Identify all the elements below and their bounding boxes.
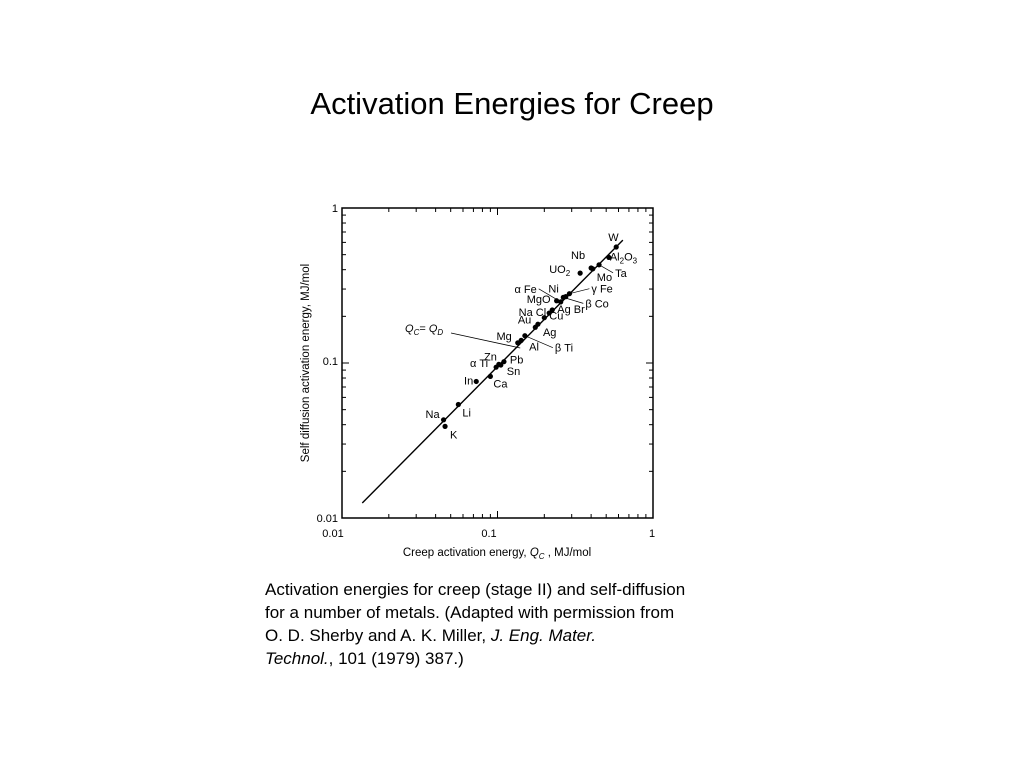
point-pb-8: [501, 359, 507, 365]
equality-line-group: QC= QD: [361, 239, 624, 504]
axis-ticks: [342, 208, 653, 518]
caption-journal-cont: Technol.: [265, 649, 329, 668]
point-label-ag-13: Ag: [543, 327, 556, 339]
point-label-li-2: Li: [462, 407, 471, 419]
leader-fe-21: [569, 288, 590, 295]
point-label-mgo-17: MgO: [527, 294, 551, 306]
caption-text-2: for a number of metals. (Adapted with pe…: [265, 603, 675, 622]
equality-line-label: QC= QD: [405, 323, 443, 337]
point-label-in-3: In: [464, 375, 473, 387]
caption-line-4: Technol., 101 (1979) 387.): [265, 647, 775, 670]
caption-text-1: Activation energies for creep (stage II)…: [265, 580, 686, 599]
point-label-ti-11: β Ti: [555, 343, 573, 355]
figure-caption: Activation energies for creep (stage II)…: [265, 578, 775, 670]
point-al-10: [518, 337, 524, 343]
point-uo2-22: [577, 270, 583, 276]
creep-activation-chart: 0.01 0.1 1 0.01 0.1 1 Creep activation e…: [300, 203, 655, 561]
leader-ta-25: [598, 264, 614, 274]
point-label-ta-25: Ta: [615, 268, 628, 280]
point-label-al2o3-26: Al2O3: [610, 251, 638, 265]
point-label-au-12: Au: [518, 314, 531, 326]
caption-text-3: O. D. Sherby and A. K. Miller,: [265, 626, 491, 645]
point-w-27: [613, 244, 619, 250]
x-tick-label-2: 1: [649, 528, 655, 540]
point-ca-4: [487, 373, 493, 379]
point-label-k-0: K: [450, 429, 458, 441]
point-mgo-17: [554, 298, 560, 304]
point-na-1: [440, 417, 447, 423]
point-sn-7: [498, 362, 504, 368]
y-tick-label-2: 1: [332, 203, 338, 215]
point-ag-13: [535, 321, 541, 327]
point-ag-br-16: [549, 307, 555, 313]
x-axis-label: Creep activation energy, QC , MJ/mol: [403, 547, 591, 561]
x-tick-label-1: 0.1: [481, 528, 496, 540]
point-label-uo2-22: UO2: [549, 264, 571, 278]
point-fe-18: [558, 299, 564, 305]
y-axis-label: Self diffusion activation energy, MJ/mol: [300, 264, 312, 462]
slide-title: Activation Energies for Creep: [310, 86, 714, 121]
point-label-zn-6: Zn: [484, 351, 497, 363]
point-label-nb-23: Nb: [571, 250, 585, 262]
point-label-co-19: β Co: [585, 298, 608, 310]
point-mo-24: [590, 266, 596, 272]
point-in-3: [473, 378, 479, 385]
tick-labels: 0.01 0.1 1 0.01 0.1 1: [317, 203, 655, 540]
point-label-mg-9: Mg: [496, 331, 511, 343]
caption-line-1: Activation energies for creep (stage II)…: [265, 578, 775, 601]
y-tick-label-1: 0.1: [323, 356, 338, 368]
point-label-mo-24: Mo: [597, 272, 612, 284]
point-label-ti-5: α Ti: [470, 358, 488, 370]
point-label-al-10: Al: [529, 341, 539, 353]
point-al2o3-26: [606, 254, 612, 261]
point-label-na-1: Na: [426, 409, 441, 421]
point-label-ag-br-16: Ag Br: [557, 304, 585, 316]
caption-journal: J. Eng. Mater.: [490, 626, 597, 645]
point-label-w-27: W: [608, 232, 619, 244]
leader-fe-18: [538, 288, 561, 303]
caption-line-2: for a number of metals. (Adapted with pe…: [265, 601, 775, 624]
data-points: [440, 244, 619, 429]
point-label-sn-7: Sn: [507, 366, 520, 378]
point-label-ca-4: Ca: [493, 378, 508, 390]
caption-line-3: O. D. Sherby and A. K. Miller, J. Eng. M…: [265, 624, 775, 647]
equality-line: [361, 239, 624, 504]
point-label-fe-21: γ Fe: [591, 284, 612, 296]
point-cu-14: [541, 315, 547, 321]
x-tick-label-0: 0.01: [322, 528, 343, 540]
point-label-ni-20: Ni: [548, 284, 558, 296]
y-tick-label-0: 0.01: [317, 513, 338, 525]
point-ti-11: [522, 333, 528, 339]
leader-co-19: [563, 297, 584, 304]
point-k-0: [442, 423, 448, 429]
point-label-na-cl-15: Na Cl: [519, 307, 547, 319]
point-label-pb-8: Pb: [510, 355, 523, 367]
point-label-cu-14: Cu: [549, 311, 563, 323]
point-label-fe-18: α Fe: [514, 284, 536, 296]
leader-ti-11: [524, 335, 554, 349]
point-li-2: [455, 401, 461, 408]
equality-line-leader: [450, 332, 521, 349]
caption-citation: , 101 (1979) 387.): [328, 649, 464, 668]
